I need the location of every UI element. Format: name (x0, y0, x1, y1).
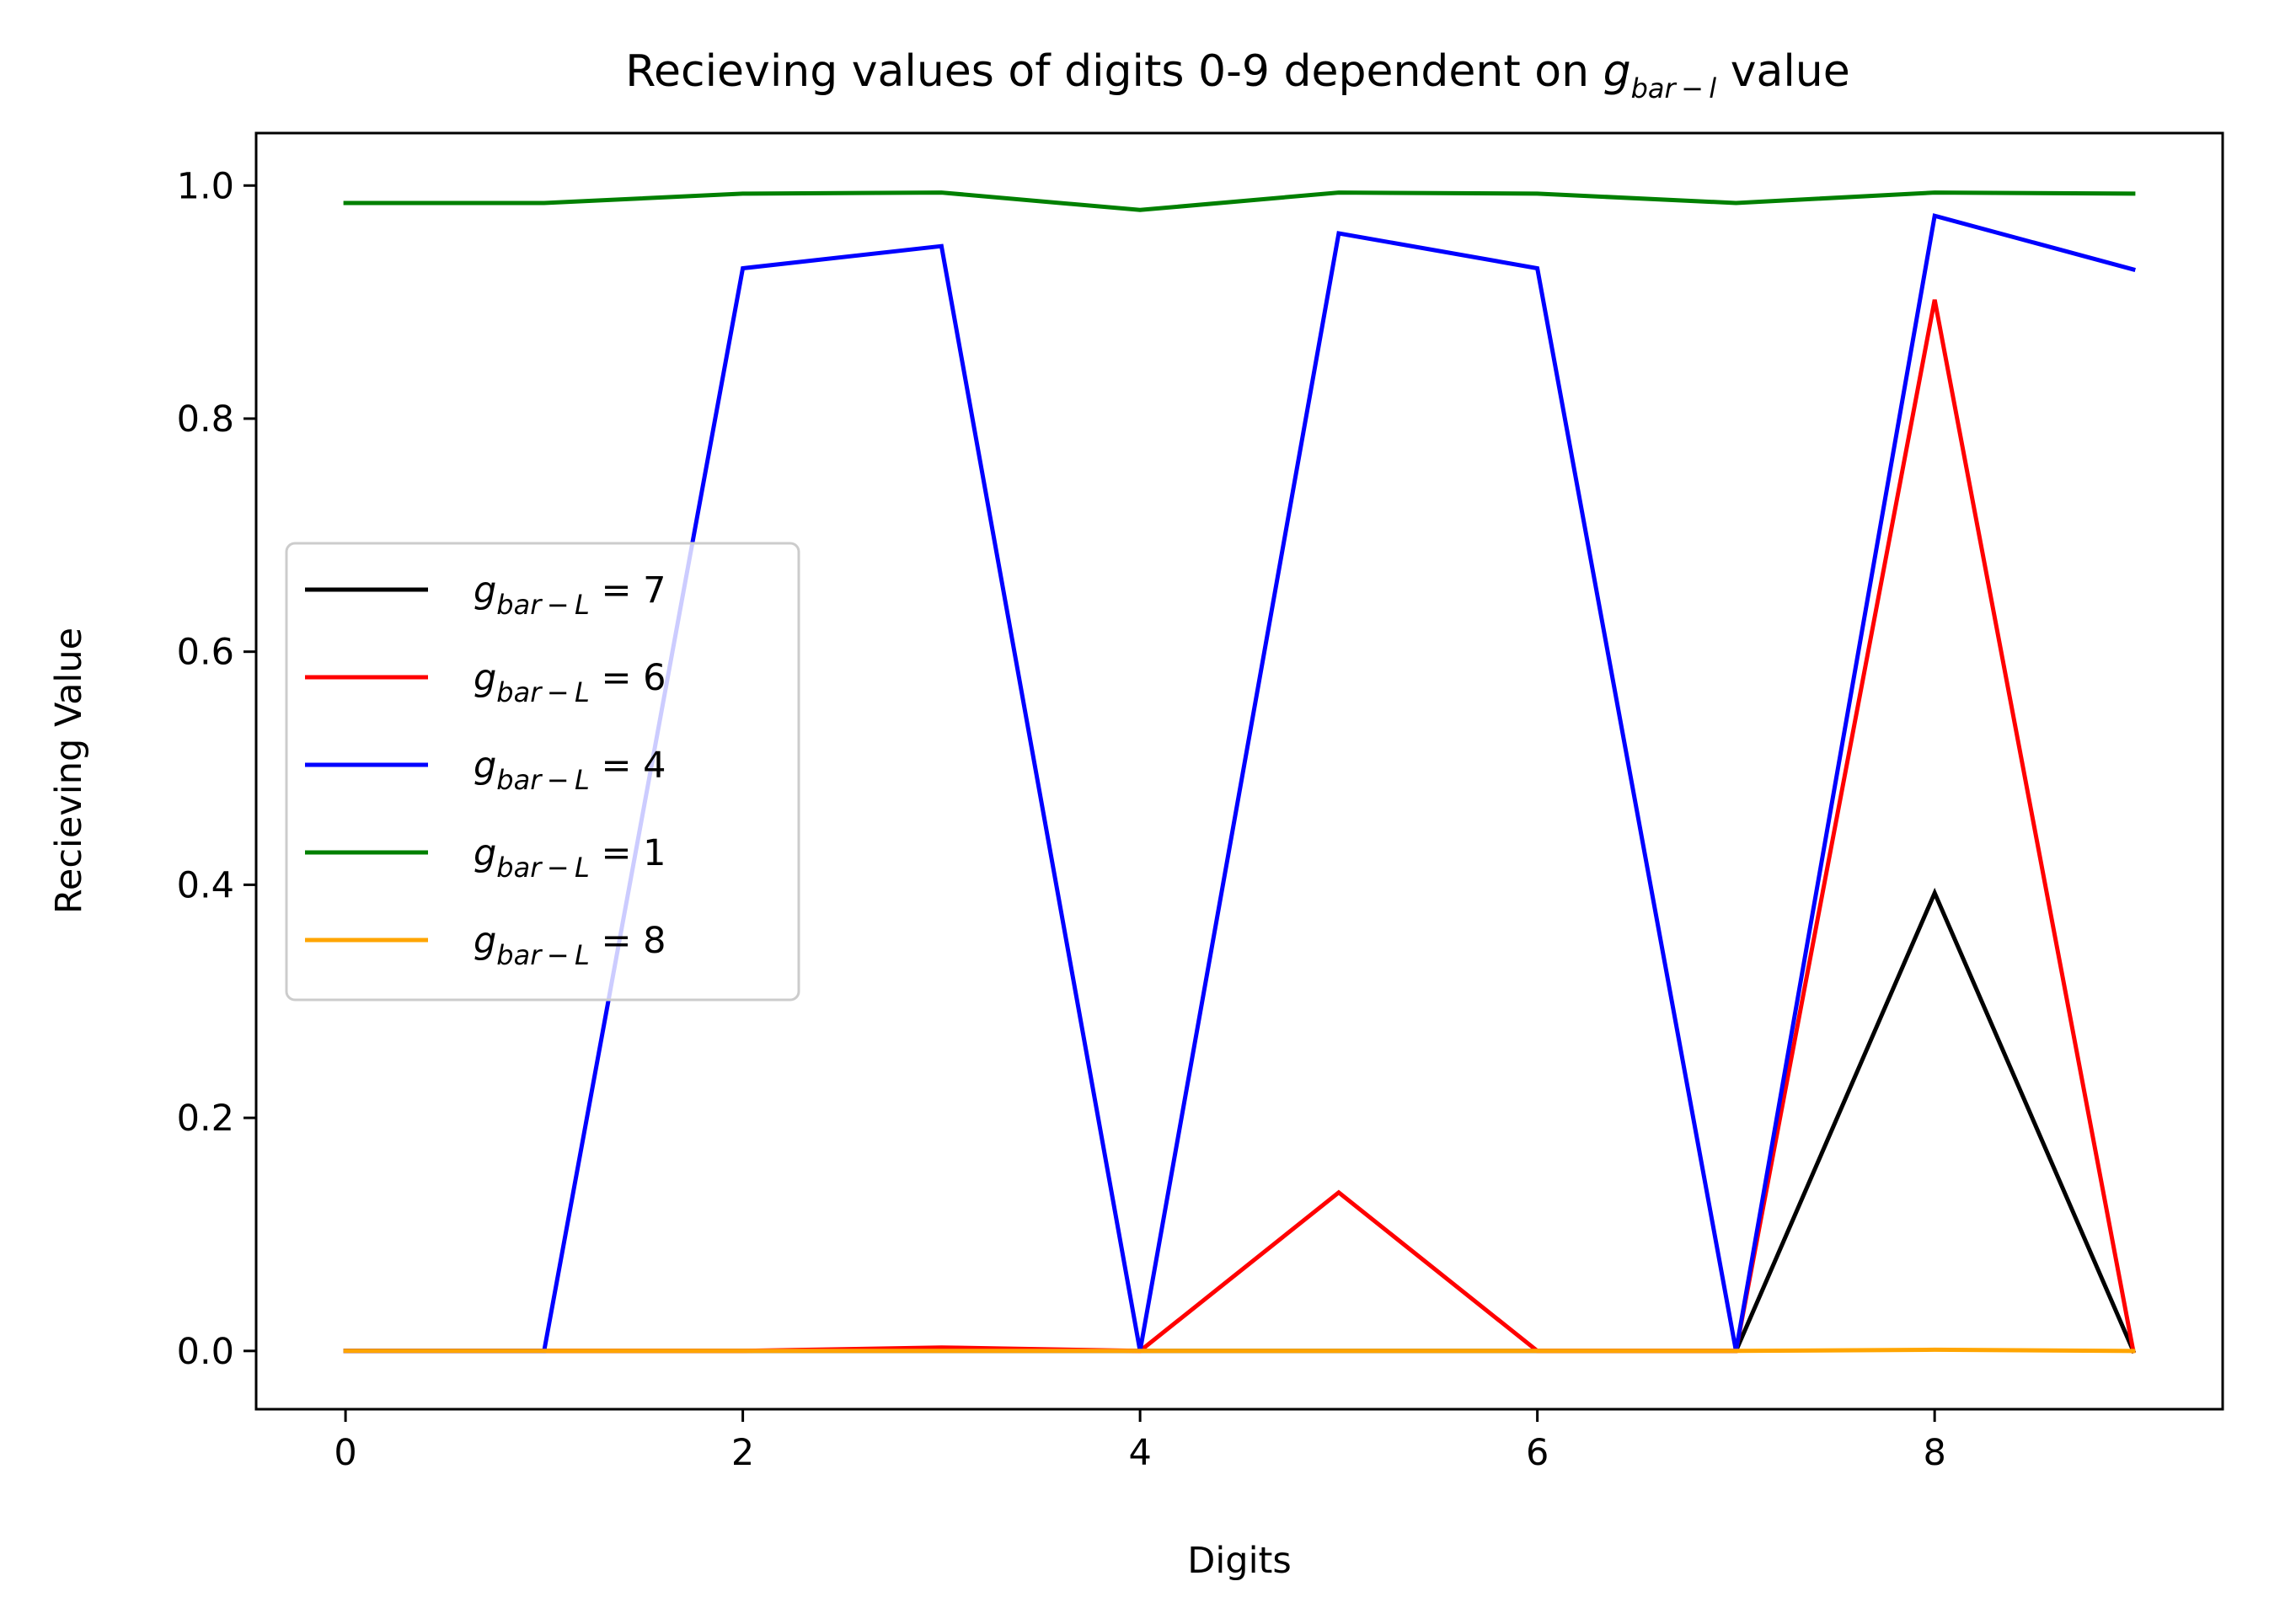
x-tick-label-4: 4 (1128, 1432, 1151, 1474)
y-tick-label-0.6: 0.6 (177, 632, 234, 674)
legend-label-1: gbar − L = 7 (474, 569, 666, 621)
y-tick-label-0.0: 0.0 (177, 1331, 234, 1373)
legend-label-3: gbar − L = 4 (474, 745, 666, 796)
legend-box (285, 542, 800, 1002)
x-tick-label-6: 6 (1526, 1432, 1549, 1474)
x-tick-label-0: 0 (334, 1432, 356, 1474)
series-layer (343, 190, 2137, 1354)
x-tick-label-2: 2 (731, 1432, 754, 1474)
chart-title-subscript: bar − l (1631, 72, 1717, 104)
chart-title: Recieving values of digits 0-9 dependent… (625, 46, 1850, 104)
legend-label-2: gbar − L = 6 (474, 657, 666, 708)
legend-label-5: gbar − L = 8 (474, 920, 666, 971)
legend-label-4: gbar − L = 1 (474, 832, 666, 884)
y-axis: 0.0 0.2 0.4 0.6 0.8 1.0 (177, 165, 256, 1373)
plot-frame (254, 131, 2224, 1411)
chart-title-prefix: Recieving values of digits 0-9 dependent… (625, 46, 1603, 97)
chart-title-suffix: value (1716, 46, 1850, 97)
legend: gbar − L = 7 gbar − L = 6 gbar − L = 4 gbar… (285, 542, 800, 1002)
y-tick-label-0.8: 0.8 (177, 398, 234, 441)
y-tick-label-0.4: 0.4 (177, 864, 234, 906)
series-line-4 (343, 190, 2136, 212)
x-axis: 0 2 4 6 8 (334, 1409, 1946, 1474)
x-tick-label-8: 8 (1923, 1432, 1945, 1474)
chart-title-symbol: g (1603, 46, 1631, 97)
series-line-5 (343, 1347, 2136, 1354)
x-axis-label: Digits (1187, 1540, 1292, 1582)
y-axis-label: Recieving Value (48, 628, 90, 914)
y-tick-label-0.2: 0.2 (177, 1098, 234, 1140)
y-tick-label-1.0: 1.0 (177, 165, 234, 207)
